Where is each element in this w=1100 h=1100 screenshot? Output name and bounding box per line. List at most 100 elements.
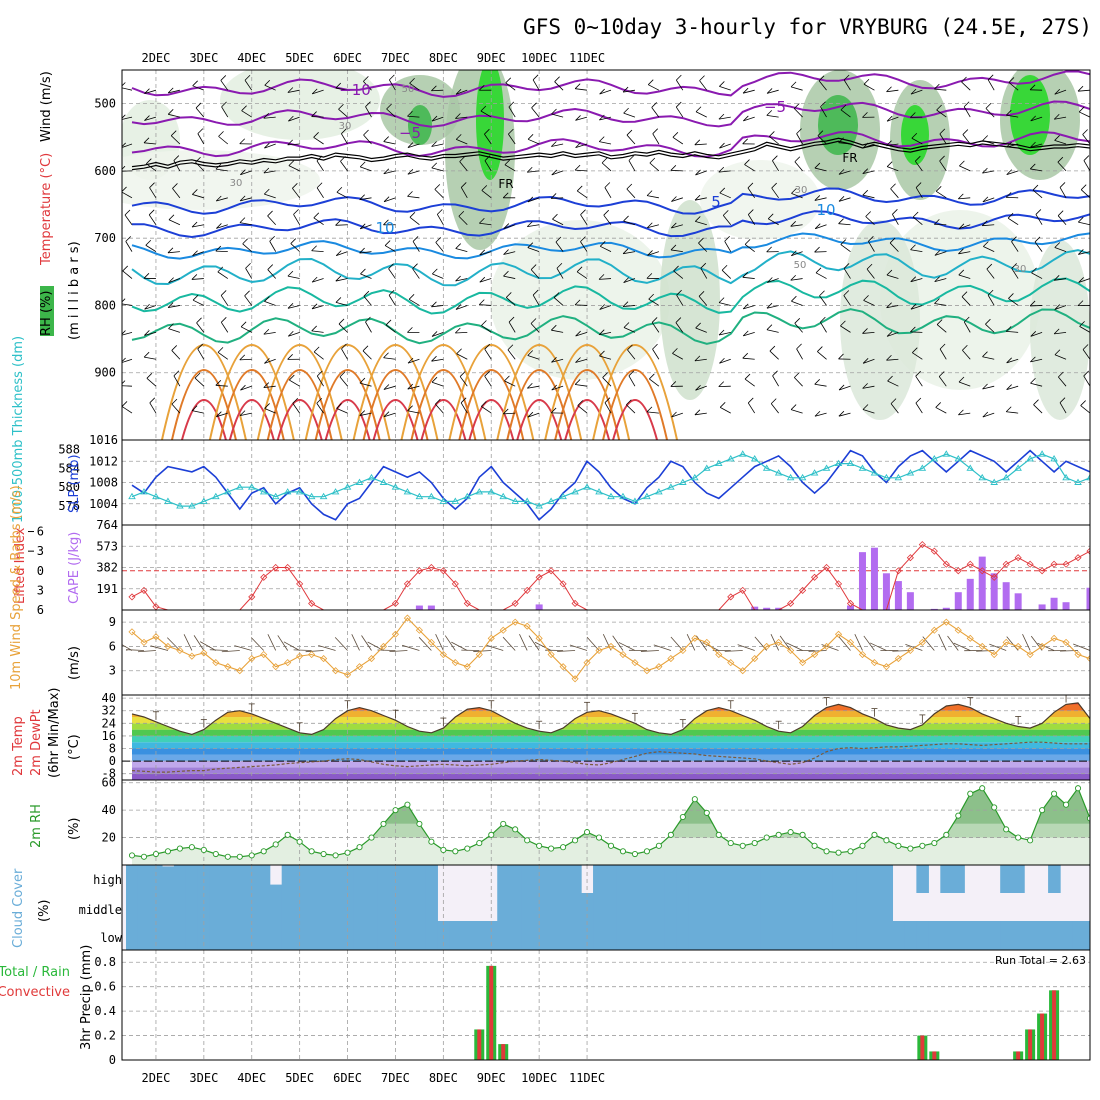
temp-band — [132, 748, 1090, 755]
cloud-cell — [413, 893, 426, 921]
wind-barb — [627, 344, 633, 351]
wind-barb — [241, 105, 247, 111]
wind-barb — [936, 324, 947, 333]
wind-barb — [215, 384, 228, 387]
wind-barb — [963, 101, 970, 108]
slp-tick-label: 1016 — [89, 433, 118, 447]
wind-barb — [769, 345, 776, 352]
wind-barb — [574, 299, 581, 306]
wind-barb — [264, 301, 276, 306]
wind-barb — [622, 305, 635, 308]
wind-barb — [287, 87, 294, 93]
cloud-cell — [317, 893, 331, 921]
cloud-cell — [209, 893, 223, 921]
thickness-tick-label: 576 — [58, 499, 80, 513]
cloud-panel — [122, 865, 1090, 950]
cape-bar — [1062, 602, 1070, 610]
thickness-point — [247, 483, 256, 490]
wind-barb — [910, 249, 923, 253]
wind-barb — [863, 300, 875, 306]
wind-barb — [719, 192, 731, 199]
rh-point — [428, 838, 435, 845]
lifted-index-point — [1038, 567, 1046, 575]
wind-barb — [220, 75, 227, 81]
wind-barb — [341, 348, 348, 360]
lifted-index-point — [1014, 554, 1022, 562]
wind-barb — [360, 268, 366, 275]
wind-barb — [695, 322, 701, 329]
wind-barb — [770, 398, 777, 404]
cloud-cell — [377, 865, 391, 893]
wind-barb — [191, 224, 204, 228]
wind-barb — [287, 275, 300, 279]
wind-barb — [553, 297, 564, 306]
wind-barb — [335, 220, 341, 226]
wind10-barb — [612, 635, 624, 651]
wind10-barb — [779, 635, 791, 651]
wind-barb — [647, 222, 653, 229]
wind-barb — [556, 262, 563, 269]
wind-barb — [958, 193, 964, 200]
thickness-point — [559, 492, 567, 500]
wind-barb — [747, 182, 754, 189]
wind-barb — [412, 236, 419, 242]
thickness-point — [535, 502, 543, 509]
wind-barb — [316, 397, 323, 404]
cloud-cell — [892, 921, 905, 950]
wind-barb — [532, 289, 539, 296]
wind10-point — [152, 633, 160, 641]
thickness-label: 1000-500mb Thickness (dm) — [11, 336, 26, 523]
wind-barb — [144, 330, 150, 336]
wind-barb — [748, 209, 754, 215]
wind-barb — [862, 385, 875, 389]
cloud-cell — [593, 921, 606, 950]
wind10-barb — [989, 643, 1007, 651]
wind-barb — [221, 106, 229, 118]
wind-barb — [575, 304, 588, 306]
wind-barb — [503, 249, 509, 255]
wind-barb — [623, 277, 629, 283]
wind-barb — [289, 379, 300, 387]
wind-barb — [1059, 182, 1066, 188]
wind-barb — [1080, 405, 1090, 414]
wind-barb — [239, 217, 246, 223]
wind10-point — [487, 634, 495, 642]
wind-barb — [431, 85, 437, 92]
cloud-cell — [868, 865, 882, 893]
thickness-point — [235, 483, 244, 490]
wind-barb — [173, 160, 181, 172]
wind-barb — [790, 86, 803, 91]
wind-barb — [838, 353, 844, 360]
thickness-point — [846, 459, 855, 467]
wind10-barb — [922, 636, 935, 651]
wind-barb — [742, 89, 755, 94]
wind-barb — [719, 402, 726, 408]
wind-barb — [1054, 116, 1067, 120]
wind-barb — [1083, 160, 1090, 172]
wind-barb — [407, 327, 413, 333]
thickness-point — [954, 455, 963, 462]
wind-barb — [195, 161, 205, 172]
wind-barb — [962, 349, 971, 360]
wind-barb — [338, 103, 344, 110]
wind-barb — [820, 101, 826, 108]
temp-panel — [122, 695, 1090, 780]
thickness-point — [1026, 455, 1034, 462]
wind-barb — [527, 138, 540, 145]
cloud-cell — [545, 921, 558, 950]
cape-bar — [751, 606, 759, 610]
wind-barb — [840, 325, 851, 333]
wind-barb — [506, 292, 512, 298]
wind-barb — [144, 89, 157, 95]
precip-total-label: Total / Rain — [0, 965, 70, 980]
wind-barb — [383, 219, 389, 226]
wind-barb — [172, 183, 178, 189]
wind-barb — [628, 370, 635, 377]
wind-barb — [719, 142, 725, 149]
wind-barb — [769, 131, 775, 137]
thickness-point — [499, 492, 508, 500]
wind10-point — [128, 628, 136, 636]
wind-barb — [194, 377, 205, 387]
wind-barb — [388, 79, 396, 91]
wind-barb — [170, 130, 177, 136]
